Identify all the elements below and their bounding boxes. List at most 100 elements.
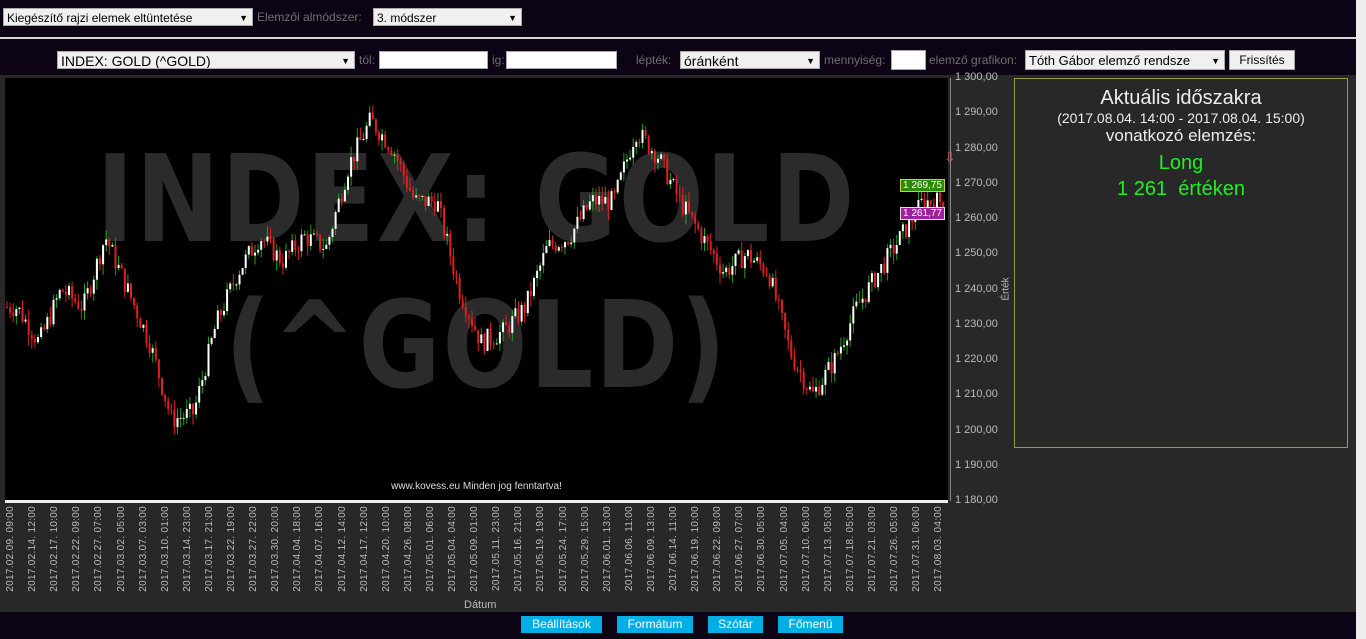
candle-body bbox=[942, 202, 945, 210]
scale-select[interactable]: óránként ▼ bbox=[680, 51, 820, 69]
dictionary-button[interactable]: Szótár bbox=[708, 616, 763, 633]
candle-body bbox=[182, 417, 185, 419]
settings-button[interactable]: Beállítások bbox=[521, 616, 602, 633]
y-tick-label: 1 260,00 bbox=[955, 212, 998, 224]
x-tick-label: 2017.03.10. 01:00 bbox=[159, 506, 171, 592]
candle-body bbox=[421, 195, 424, 197]
candle-body bbox=[260, 241, 263, 250]
x-tick-label: 2017.02.22. 09:00 bbox=[71, 506, 83, 592]
candle-body bbox=[37, 336, 39, 343]
from-input[interactable] bbox=[379, 51, 488, 69]
x-tick-label: 2017.03.14. 23:00 bbox=[181, 506, 193, 592]
page-scrollbar[interactable] bbox=[1356, 0, 1366, 639]
instrument-select[interactable]: INDEX: GOLD (^GOLD) ▼ bbox=[57, 51, 355, 69]
chevron-down-icon: ▼ bbox=[1211, 56, 1220, 66]
main-menu-button[interactable]: Főmenü bbox=[778, 616, 843, 633]
divider bbox=[0, 37, 1356, 39]
candle-body bbox=[6, 307, 8, 309]
to-input[interactable] bbox=[506, 51, 617, 69]
candle-body bbox=[33, 338, 36, 343]
candle-body bbox=[405, 175, 408, 188]
candle-body bbox=[415, 195, 418, 198]
quantity-input[interactable] bbox=[891, 50, 926, 70]
candle-body bbox=[725, 267, 728, 273]
candle-body bbox=[681, 195, 684, 215]
candle-body bbox=[52, 299, 55, 325]
candle-body bbox=[111, 244, 114, 247]
candle-body bbox=[641, 129, 644, 143]
candle-body bbox=[616, 179, 619, 193]
candle-body bbox=[368, 112, 371, 126]
format-button[interactable]: Formátum bbox=[617, 616, 693, 633]
candle-body bbox=[409, 187, 411, 191]
analysis-subtitle: vonatkozó elemzés: bbox=[1105, 126, 1257, 145]
candle-body bbox=[703, 236, 706, 244]
refresh-button[interactable]: Frissítés bbox=[1229, 50, 1295, 70]
candle-body bbox=[877, 272, 880, 288]
y-tick-label: 1 270,00 bbox=[955, 176, 998, 189]
candle-body bbox=[920, 198, 923, 200]
chevron-down-icon: ▼ bbox=[341, 56, 350, 66]
candle-body bbox=[309, 234, 312, 246]
select-value: INDEX: GOLD (^GOLD) bbox=[61, 53, 211, 69]
candle-body bbox=[709, 241, 712, 251]
candle-body bbox=[43, 327, 46, 330]
analysis-chart-select[interactable]: Tóth Gábor elemző rendsze ▼ bbox=[1025, 50, 1225, 70]
candle-body bbox=[198, 386, 201, 403]
candle-body bbox=[545, 245, 548, 254]
x-axis-title: Dátum bbox=[464, 599, 497, 611]
candle-body bbox=[784, 312, 787, 330]
candle-body bbox=[374, 119, 377, 133]
candle-body bbox=[787, 329, 790, 341]
chevron-down-icon: ▼ bbox=[806, 56, 815, 66]
x-tick-label: 2017.03.27. 22:00 bbox=[248, 506, 260, 592]
candle-body bbox=[80, 308, 83, 311]
candle-body bbox=[142, 324, 145, 328]
signal-price-tag: 1 261,77 bbox=[900, 206, 945, 220]
candle-body bbox=[870, 273, 873, 283]
drawing-elements-select[interactable]: Kiegészítő rajzi elemek eltüntetése ▼ bbox=[3, 8, 253, 26]
x-axis-line bbox=[5, 500, 948, 503]
y-tick-label: 1 220,00 bbox=[955, 353, 998, 365]
candle-body bbox=[889, 244, 892, 249]
candle-body bbox=[412, 190, 415, 198]
x-tick-label: 2017.07.10. 06:00 bbox=[800, 506, 812, 592]
candle-body bbox=[306, 234, 309, 246]
candle-body bbox=[83, 293, 86, 311]
x-tick-label: 2017.07.26. 05:00 bbox=[889, 506, 900, 592]
candle-body bbox=[272, 238, 275, 261]
candle-body bbox=[291, 240, 294, 252]
candle-body bbox=[694, 215, 697, 224]
chart-plot-area[interactable]: INDEX: GOLD (^GOLD) www.kovess.eu Minden… bbox=[5, 78, 948, 501]
candle-body bbox=[46, 316, 49, 330]
candle-body bbox=[799, 369, 802, 372]
candle-body bbox=[458, 277, 461, 300]
x-tick-label: 2017.06.19. 10:00 bbox=[690, 506, 702, 592]
x-tick-label: 2017.05.01. 06:00 bbox=[424, 506, 436, 592]
candle-body bbox=[768, 275, 771, 287]
x-tick-label: 2017.03.17. 21:00 bbox=[203, 506, 215, 592]
candle-body bbox=[452, 256, 455, 275]
candle-body bbox=[92, 279, 95, 294]
candle-body bbox=[49, 316, 52, 325]
candle-body bbox=[418, 195, 421, 197]
candle-body bbox=[176, 418, 179, 428]
candle-body bbox=[855, 301, 858, 307]
x-tick-label: 2017.05.29. 15:00 bbox=[579, 506, 591, 592]
candle-body bbox=[316, 233, 318, 235]
to-label: ig: bbox=[492, 53, 505, 67]
candle-body bbox=[533, 278, 535, 296]
candle-body bbox=[446, 233, 449, 236]
candle-body bbox=[660, 154, 663, 159]
candle-body bbox=[9, 307, 12, 313]
candle-body bbox=[836, 353, 839, 355]
x-tick-label: 2017.02.14. 12:00 bbox=[27, 506, 39, 592]
candle-body bbox=[378, 132, 380, 141]
candle-body bbox=[167, 400, 170, 409]
candle-body bbox=[570, 242, 573, 245]
submethod-label: Elemzői almódszer: bbox=[257, 10, 362, 24]
candle-body bbox=[77, 301, 80, 309]
submethod-select[interactable]: 3. módszer ▼ bbox=[373, 8, 522, 26]
x-tick-label: 2017.06.14. 11:00 bbox=[668, 506, 679, 591]
x-tick-label: 2017.03.30. 20:00 bbox=[270, 506, 282, 592]
